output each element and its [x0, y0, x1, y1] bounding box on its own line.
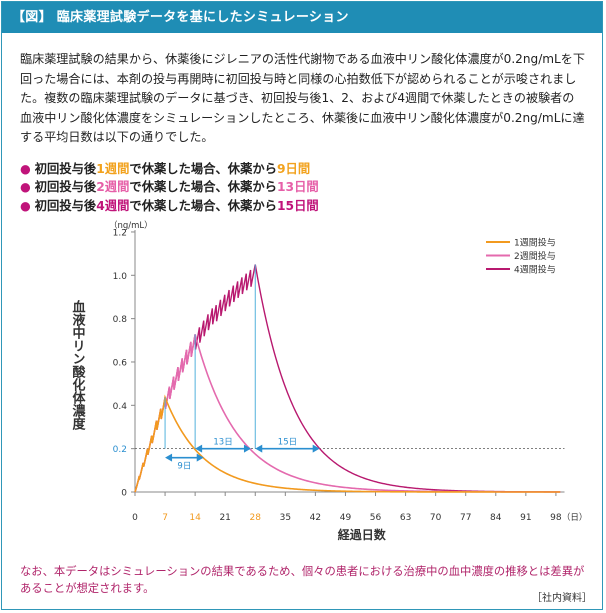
- x-tick-label: 70: [430, 513, 442, 523]
- duration-arrow-1week-head-left: [165, 453, 173, 462]
- x-tick-label: 56: [370, 513, 382, 523]
- days-highlight: 9日間: [276, 162, 311, 176]
- result-item-4week: ● 初回投与後4週間で休薬した場合、休薬から15日間: [20, 198, 319, 213]
- days-highlight: 15日間: [276, 198, 319, 213]
- bullet-dot-icon: ●: [20, 180, 31, 195]
- legend-label-3: 4週間投与: [514, 264, 556, 276]
- x-tick-label: 42: [310, 513, 321, 523]
- duration-arrow-2week-head-right: [243, 444, 251, 453]
- bullet-dot-icon: ●: [20, 162, 31, 176]
- duration-arrow-4week-label: 15日: [278, 438, 297, 448]
- y-tick-label: 1.0: [113, 272, 128, 282]
- footnote: なお、本データはシミュレーションの結果であるため、個々の患者における治療中の血中…: [20, 565, 585, 595]
- x-tick-label: 49: [340, 513, 352, 523]
- legend-label-2: 2週間投与: [514, 250, 556, 262]
- x-tick-label: 28: [250, 513, 262, 523]
- x-tick-label: 21: [219, 513, 230, 523]
- source-label: ［社内資料］: [532, 593, 592, 604]
- y-tick-label: 0.4: [113, 402, 128, 412]
- x-tick-label: 14: [189, 513, 201, 523]
- figure-title: 【図】 臨床薬理試験データを基にしたシミュレーション: [2, 2, 602, 33]
- result-item-2week: ● 初回投与後2週間で休薬した場合、休薬から13日間: [20, 180, 319, 195]
- intro-paragraph: 臨床薬理試験の結果から、休薬後にジレニアの活性代謝物である血液中リン酸化体濃度が…: [20, 52, 585, 144]
- legend-label-1: 1週間投与: [514, 237, 556, 249]
- duration-arrow-2week-label: 13日: [213, 438, 232, 448]
- series-line-2: [134, 334, 561, 493]
- x-tick-label: 0: [132, 513, 138, 523]
- bullet-dot-icon: ●: [20, 198, 31, 213]
- y-unit-label: （ng/mL）: [109, 220, 153, 231]
- duration-arrow-1week-head-right: [196, 453, 204, 462]
- y-tick-label: 0: [121, 489, 127, 499]
- x-tick-label: 63: [400, 513, 411, 523]
- x-tick-label: 77: [460, 513, 471, 523]
- days-highlight: 13日間: [276, 180, 319, 195]
- x-tick-label: 7: [162, 513, 168, 523]
- series-line-1: [134, 394, 561, 493]
- week-highlight: 2週間: [96, 180, 130, 195]
- duration-arrow-1week-label: 9日: [177, 462, 191, 472]
- x-unit-label: （日）: [562, 512, 588, 523]
- week-highlight: 4週間: [96, 198, 130, 213]
- y-axis-title: 血液中リン酸化体濃度: [70, 299, 86, 431]
- y-tick-label: 0.2: [113, 445, 127, 455]
- x-tick-label: 91: [520, 513, 531, 523]
- result-item-1week: ● 初回投与後1週間で休薬した場合、休薬から9日間: [20, 162, 311, 176]
- x-tick-label: 84: [490, 513, 502, 523]
- duration-arrow-4week-head-right: [312, 444, 320, 453]
- y-tick-label: 1.2: [113, 228, 127, 238]
- x-tick-label: 35: [280, 513, 291, 523]
- result-list: ● 初回投与後1週間で休薬した場合、休薬から9日間 ● 初回投与後2週間で休薬した場…: [20, 160, 319, 215]
- x-tick-label: 98: [550, 513, 562, 523]
- y-tick-label: 0.6: [113, 358, 128, 368]
- week-highlight: 1週間: [96, 162, 130, 176]
- duration-arrow-4week-head-left: [255, 444, 263, 453]
- y-tick-label: 0.8: [113, 315, 128, 325]
- duration-arrow-2week-head-left: [195, 444, 203, 453]
- x-axis-title: 経過日数: [338, 527, 387, 542]
